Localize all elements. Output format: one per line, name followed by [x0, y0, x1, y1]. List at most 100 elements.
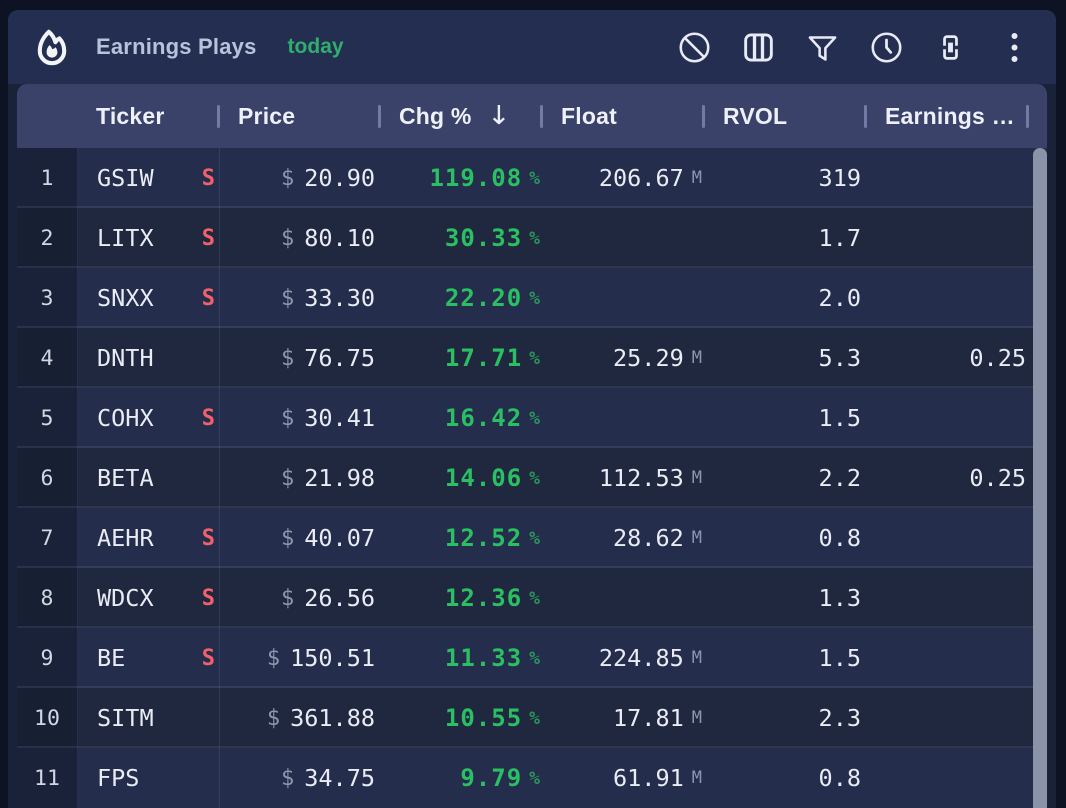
table-row-COHX[interactable]: 5 COHX S $30.41 16.42% 1.5 [17, 386, 1047, 448]
rank-value: 9 [40, 645, 54, 671]
currency-symbol: $ [281, 765, 295, 791]
rank-value: 2 [40, 225, 54, 251]
filter-icon [808, 35, 837, 61]
price-cell: $361.88 [220, 688, 381, 748]
rvol-cell: 5.3 [705, 328, 867, 388]
million-suffix: M [691, 348, 702, 368]
float-cell: 17.81 M [543, 688, 705, 748]
price-cell: $33.30 [220, 268, 381, 328]
rvol-cell: 1.5 [705, 628, 867, 688]
earnings-value: 0.25 [969, 344, 1026, 372]
column-header-float[interactable]: Float [543, 84, 705, 148]
table-row-LITX[interactable]: 2 LITX S $80.10 30.33% 1.7 [17, 206, 1047, 268]
currency-symbol: $ [266, 645, 281, 671]
change-percent-cell: 11.33% [381, 628, 543, 688]
ticker-cell: AEHR S [78, 508, 220, 568]
timeframe-label[interactable]: today [287, 35, 344, 58]
currency-symbol: $ [281, 405, 295, 431]
percent-suffix: % [529, 587, 540, 609]
columns-button[interactable] [743, 32, 774, 63]
change-percent-value: 30.33 [444, 224, 523, 252]
currency-symbol: $ [281, 165, 295, 191]
rvol-cell: 2.2 [705, 448, 867, 508]
rvol-cell: 1.7 [705, 208, 867, 268]
change-percent-cell: 14.06% [381, 448, 543, 508]
rvol-value: 5.3 [818, 344, 861, 372]
float-value: 224.85 [598, 644, 684, 672]
table-row-AEHR[interactable]: 7 AEHR S $40.07 12.52% 28.62 M 0.8 [17, 506, 1047, 568]
million-suffix: M [691, 708, 702, 728]
vertical-scrollbar-thumb[interactable] [1033, 148, 1047, 808]
table-row-BE[interactable]: 9 BE S $150.51 11.33% 224.85 M 1.5 [17, 626, 1047, 688]
price-value: 150.51 [290, 644, 375, 672]
ticker-cell: WDCX S [78, 568, 220, 628]
change-percent-cell: 9.79% [381, 748, 543, 808]
table-row-SITM[interactable]: 10 SITM $361.88 10.55% 17.81 M 2.3 [17, 686, 1047, 748]
table-row-FPS[interactable]: 11 FPS $34.75 9.79% 61.91 M 0.8 [17, 746, 1047, 808]
million-suffix: M [691, 468, 702, 488]
percent-suffix: % [529, 767, 540, 789]
rvol-cell: 0.8 [705, 508, 867, 568]
row-rank: 6 [17, 448, 78, 508]
change-percent-cell: 12.52% [381, 508, 543, 568]
row-rank: 11 [17, 748, 78, 808]
ticker-symbol: WDCX [97, 584, 154, 612]
price-value: 361.88 [290, 704, 375, 732]
ticker-cell: DNTH [78, 328, 220, 388]
more-button[interactable] [999, 32, 1030, 63]
rank-value: 4 [40, 345, 54, 371]
link-button[interactable] [935, 32, 966, 63]
disable-icon [679, 31, 710, 63]
price-cell: $150.51 [220, 628, 381, 688]
change-percent-value: 12.36 [444, 584, 523, 612]
rvol-cell: 0.8 [705, 748, 867, 808]
percent-suffix: % [529, 707, 540, 729]
earnings-cell [867, 628, 1029, 688]
column-header-earnings[interactable]: Earnings … [867, 84, 1029, 148]
price-value: 33.30 [304, 284, 375, 312]
million-suffix: M [691, 168, 702, 188]
table-header-row: Ticker Price Chg % ↓ Float RVOL Earnings … [17, 84, 1047, 148]
earnings-cell [867, 688, 1029, 748]
table-row-SNXX[interactable]: 3 SNXX S $33.30 22.20% 2.0 [17, 266, 1047, 328]
rank-value: 11 [34, 765, 60, 791]
change-percent-cell: 30.33% [381, 208, 543, 268]
row-rank: 4 [17, 328, 78, 388]
disable-button[interactable] [679, 31, 710, 63]
rvol-value: 2.0 [818, 284, 861, 312]
filter-button[interactable] [807, 32, 838, 63]
short-sale-badge: S [201, 585, 215, 611]
currency-symbol: $ [281, 585, 295, 611]
table-row-DNTH[interactable]: 4 DNTH $76.75 17.71% 25.29 M 5.3 0.25 [17, 326, 1047, 388]
screener-table: Ticker Price Chg % ↓ Float RVOL Earnings … 1 GS… [17, 84, 1047, 808]
column-header-price[interactable]: Price [220, 84, 381, 148]
sort-desc-arrow-icon: ↓ [486, 101, 511, 131]
table-row-BETA[interactable]: 6 BETA $21.98 14.06% 112.53 M 2.2 0.25 [17, 446, 1047, 508]
float-value: 61.91 [613, 764, 684, 792]
float-cell [543, 268, 705, 328]
currency-symbol: $ [281, 525, 295, 551]
percent-suffix: % [529, 647, 540, 669]
currency-symbol: $ [281, 345, 295, 371]
change-percent-value: 14.06 [444, 464, 523, 492]
column-label: Chg % [399, 102, 472, 129]
table-row-GSIW[interactable]: 1 GSIW S $20.90 119.08% 206.67 M 319 [17, 148, 1047, 208]
row-rank: 7 [17, 508, 78, 568]
history-button[interactable] [871, 31, 902, 63]
column-header-chg[interactable]: Chg % ↓ [381, 84, 543, 148]
column-label: Earnings … [885, 102, 1015, 129]
column-header-rank[interactable] [17, 84, 78, 148]
table-row-WDCX[interactable]: 8 WDCX S $26.56 12.36% 1.3 [17, 566, 1047, 628]
earnings-cell [867, 208, 1029, 268]
rank-value: 8 [40, 585, 54, 611]
column-header-ticker[interactable]: Ticker [78, 84, 220, 148]
float-cell [543, 208, 705, 268]
change-percent-value: 12.52 [444, 524, 523, 552]
column-header-rvol[interactable]: RVOL [705, 84, 867, 148]
price-cell: $76.75 [220, 328, 381, 388]
rank-value: 10 [34, 705, 60, 731]
change-percent-value: 17.71 [444, 344, 523, 372]
earnings-cell [867, 748, 1029, 808]
rvol-value: 0.8 [818, 524, 861, 552]
price-cell: $21.98 [220, 448, 381, 508]
